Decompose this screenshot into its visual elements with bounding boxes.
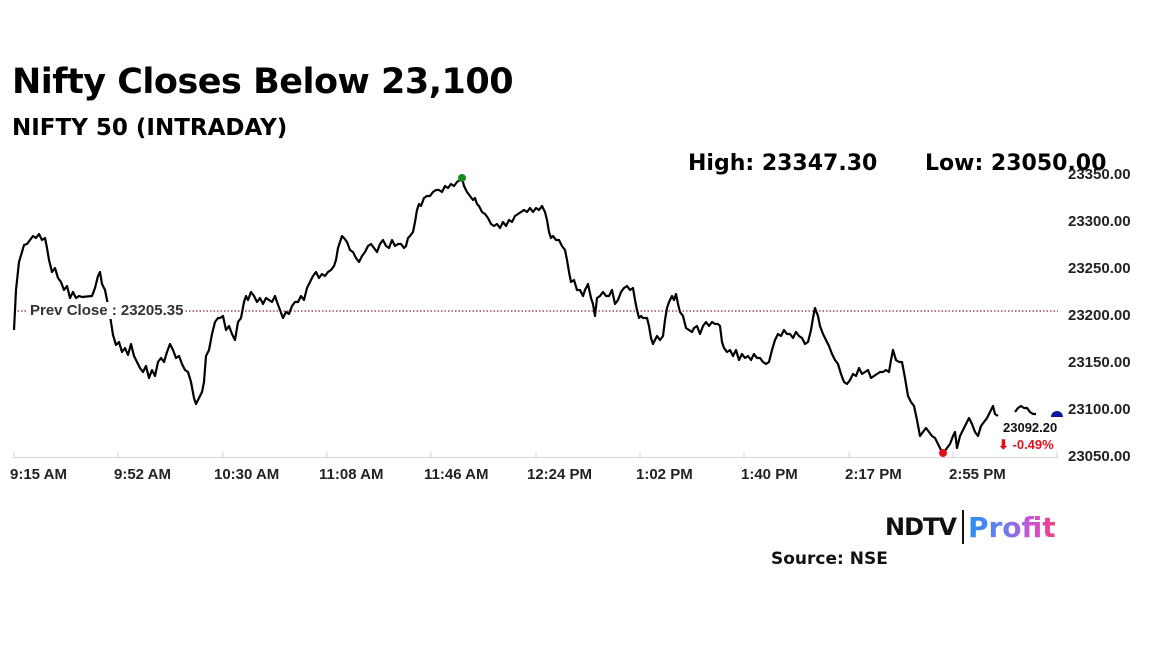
chart-subtitle: NIFTY 50 (INTRADAY) (12, 115, 288, 141)
ndtv-profit-logo: NDTV Profit (885, 510, 1056, 544)
logo-divider (961, 510, 964, 544)
day-low-marker (939, 449, 947, 457)
x-tick-1030: 10:30 AM (214, 466, 280, 483)
day-high-label: High: 23347.30 (688, 151, 878, 176)
last-price-label: 23092.20 (1003, 420, 1058, 435)
logo-profit-text: Profit (967, 510, 1056, 544)
x-tick-0952: 9:52 AM (114, 466, 171, 483)
source-credit: Source: NSE (771, 549, 888, 569)
y-tick-23050: 23050.00 (1068, 448, 1131, 465)
x-tick-1417: 2:17 PM (845, 466, 902, 483)
y-tick-23250: 23250.00 (1068, 260, 1131, 277)
x-axis-tick-marks (13, 452, 1058, 458)
last-price-marker (1051, 411, 1063, 417)
x-tick-1108: 11:08 AM (319, 466, 384, 483)
x-tick-1146: 11:46 AM (424, 466, 489, 483)
x-tick-1340: 1:40 PM (741, 466, 798, 483)
prev-close-label: Prev Close : 23205.35 (28, 302, 186, 319)
last-change-label: ⬇ -0.49% (998, 437, 1054, 452)
price-line (12, 176, 999, 454)
y-tick-23300: 23300.00 (1068, 213, 1131, 230)
chart-title: Nifty Closes Below 23,100 (12, 62, 514, 102)
x-tick-1224: 12:24 PM (527, 466, 593, 483)
y-tick-23100: 23100.00 (1068, 401, 1131, 418)
logo-ndtv-text: NDTV (885, 513, 957, 541)
price-line-tail (1014, 404, 1036, 416)
y-tick-23200: 23200.00 (1068, 307, 1131, 324)
y-tick-23350: 23350.00 (1068, 166, 1131, 183)
y-tick-23150: 23150.00 (1068, 354, 1131, 371)
day-low-label: Low: 23050.00 (925, 151, 1107, 176)
x-tick-1302: 1:02 PM (636, 466, 693, 483)
x-tick-1455: 2:55 PM (949, 466, 1006, 483)
x-tick-0915: 9:15 AM (10, 466, 67, 483)
day-high-marker (458, 174, 466, 182)
